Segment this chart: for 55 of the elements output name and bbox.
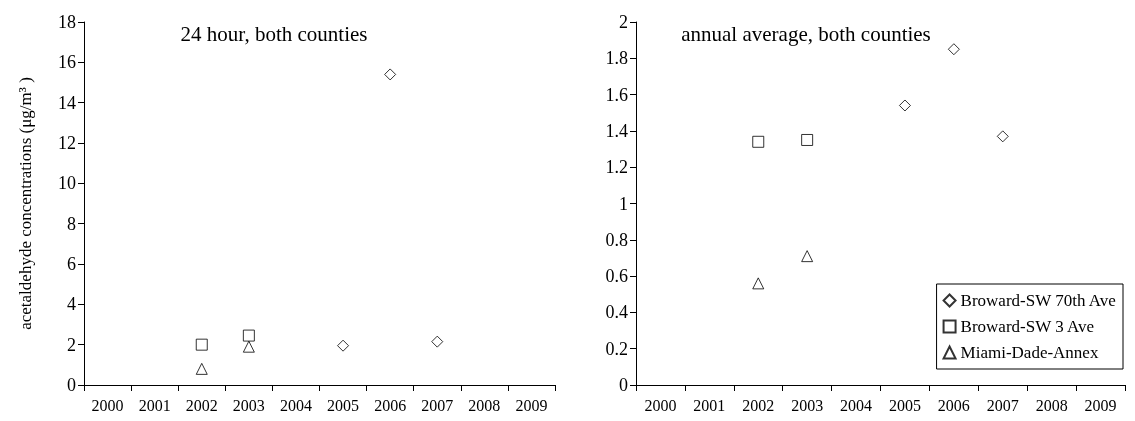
x-tick-label: 2001 <box>693 396 726 414</box>
y-tick-label: 0.4 <box>605 302 628 323</box>
point <box>801 250 814 263</box>
y-tick-label: 0 <box>619 375 628 395</box>
chart-title: 24 hour, both counties <box>180 21 368 46</box>
x-tick-label: 2000 <box>644 396 677 414</box>
x-tick-label: 2008 <box>1035 396 1068 414</box>
x-tick-label: 2006 <box>374 396 407 414</box>
y-tick-label: 1.8 <box>605 48 628 69</box>
x-tick-label: 2001 <box>138 396 171 414</box>
y-tick-label: 0.2 <box>605 338 628 359</box>
x-tick-label: 2003 <box>791 396 824 414</box>
x-tick-label: 2002 <box>185 396 218 414</box>
y-tick-label: 0.6 <box>605 266 628 287</box>
point <box>195 362 208 375</box>
y-tick-label: 1 <box>619 193 628 214</box>
x-tick-label: 2007 <box>986 396 1019 414</box>
x-tick-label: 2004 <box>840 396 873 414</box>
point <box>242 329 255 342</box>
x-tick-label: 2004 <box>279 396 312 414</box>
y-tick-label: 2 <box>619 12 628 32</box>
x-tick-label: 2007 <box>421 396 454 414</box>
x-tick-label: 2000 <box>91 396 124 414</box>
x-tick-label: 2009 <box>515 396 548 414</box>
y-tick-label: 10 <box>58 173 76 194</box>
legend-label: Broward-SW 70th Ave <box>960 291 1116 310</box>
y-tick-label: 0.8 <box>605 229 628 250</box>
x-tick-label: 2009 <box>1084 396 1117 414</box>
point <box>195 338 208 351</box>
point <box>242 340 255 353</box>
y-tick-label: 4 <box>67 294 76 315</box>
y-tick-label: 18 <box>58 12 76 32</box>
legend-label: Broward-SW 3 Ave <box>960 317 1095 336</box>
x-tick-label: 2005 <box>327 396 360 414</box>
chart-title: annual average, both counties <box>681 21 931 46</box>
y-tick-label: 1.2 <box>605 157 628 178</box>
y-tick-label: 12 <box>58 133 76 153</box>
x-tick-label: 2006 <box>937 396 970 414</box>
y-tick-label: 2 <box>67 334 76 355</box>
y-tick-label: 6 <box>67 254 76 274</box>
point <box>752 135 765 148</box>
y-tick-label: 0 <box>67 375 76 395</box>
x-tick-label: 2003 <box>232 396 265 414</box>
point <box>752 277 765 290</box>
x-tick-label: 2005 <box>888 396 921 414</box>
y-tick-label: 8 <box>67 213 76 234</box>
y-tick-label: 1.6 <box>605 84 628 105</box>
y-tick-label: 1.4 <box>605 120 628 141</box>
y-axis-title: acetaldehyde concentrations (μg/m³ ) <box>16 77 35 330</box>
point <box>801 133 814 146</box>
x-tick-label: 2008 <box>468 396 501 414</box>
y-tick-label: 14 <box>58 92 76 113</box>
legend-label: Miami-Dade-Annex <box>960 343 1099 362</box>
x-tick-label: 2002 <box>742 396 775 414</box>
y-tick-label: 16 <box>58 52 76 73</box>
